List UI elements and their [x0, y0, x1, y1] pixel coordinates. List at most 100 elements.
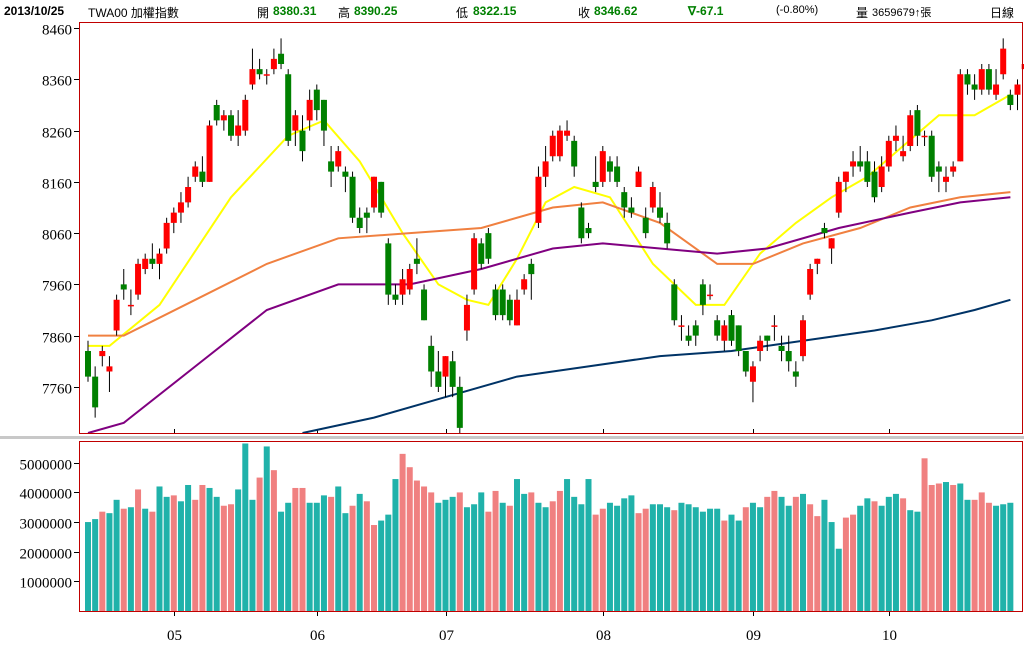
- candle: [971, 74, 978, 100]
- candle: [213, 99, 220, 126]
- candle-body: [120, 284, 127, 290]
- volume-bar: [263, 446, 270, 611]
- candle: [564, 120, 571, 141]
- volume-bar: [442, 499, 449, 611]
- candle: [699, 279, 706, 316]
- candle: [692, 320, 699, 346]
- volume-bar: [421, 486, 428, 611]
- volume-bar: [1007, 502, 1014, 611]
- volume-bar: [313, 502, 320, 611]
- candle-body: [392, 294, 399, 300]
- price-tick-label: 8060: [42, 228, 72, 244]
- candle-body: [435, 371, 442, 387]
- candle-body: [499, 289, 506, 316]
- candle-body: [699, 284, 706, 305]
- candle-body: [270, 58, 277, 70]
- candle-body: [614, 166, 621, 182]
- volume-bar: [492, 490, 499, 611]
- candle: [649, 181, 656, 213]
- volume-bar: [800, 493, 806, 611]
- candle-body: [228, 115, 234, 136]
- candle: [292, 110, 299, 146]
- candle: [306, 89, 313, 131]
- moving-average-lines: [87, 93, 1011, 434]
- volume-bar: [628, 495, 635, 611]
- candle-body: [993, 84, 1000, 95]
- candle: [950, 161, 957, 177]
- volume-tick-label: 5000000: [20, 458, 73, 474]
- candle-body: [549, 135, 556, 157]
- candle-body: [928, 135, 935, 177]
- high-label: 高: [338, 6, 351, 20]
- candle-body: [735, 325, 742, 351]
- candle-body: [192, 166, 199, 177]
- volume-bar: [749, 502, 756, 611]
- volume-bar: [578, 504, 585, 611]
- candle-body: [156, 253, 163, 264]
- volume-bar: [113, 499, 120, 611]
- candle-body: [764, 335, 771, 341]
- candle: [278, 38, 285, 70]
- candle: [628, 197, 635, 218]
- candle: [92, 366, 99, 418]
- volume-bar: [814, 516, 821, 611]
- candle: [599, 146, 606, 187]
- candle-body: [506, 299, 513, 321]
- candle-body: [306, 99, 313, 121]
- candle: [735, 325, 742, 357]
- candle-body: [892, 135, 899, 141]
- volume-bar: [127, 507, 134, 611]
- volume-bar: [413, 480, 420, 611]
- candle-body: [206, 125, 213, 182]
- candle: [135, 258, 142, 300]
- candle-body: [328, 161, 335, 172]
- volume-bar: [471, 504, 478, 611]
- candle: [778, 335, 785, 362]
- candle: [578, 202, 585, 244]
- volume-bar: [664, 507, 671, 611]
- candle-body: [485, 233, 492, 259]
- candle: [127, 289, 134, 316]
- volume-bar: [106, 513, 113, 611]
- candle: [685, 325, 692, 346]
- volume-bar: [542, 507, 549, 611]
- candle: [356, 207, 363, 234]
- candle-body: [263, 74, 270, 76]
- volume-bar: [699, 511, 706, 611]
- volume-bar: [392, 479, 399, 611]
- candle: [378, 181, 385, 218]
- price-tick-label: 7860: [42, 331, 72, 347]
- candle-body: [857, 161, 864, 167]
- candle: [928, 130, 935, 182]
- volume-bar: [292, 487, 299, 611]
- volume-bar: [914, 511, 921, 611]
- candle: [835, 176, 842, 218]
- axis-labels: 8460 8360 8260 8160 8060 7960 7860 7760 05 06 07 08…: [20, 23, 898, 645]
- candle-body: [814, 258, 821, 264]
- volume-bar: [792, 496, 799, 611]
- candle-body: [371, 176, 377, 208]
- date-tick-label: 10: [882, 628, 897, 644]
- volume-bar: [285, 502, 292, 611]
- price-panel-frame: [79, 22, 1023, 434]
- candle: [535, 166, 542, 228]
- candle: [120, 269, 127, 300]
- candle: [771, 315, 778, 341]
- candle-body: [185, 187, 192, 203]
- volume-bar: [92, 519, 99, 611]
- candle-body: [242, 99, 249, 131]
- volume-bar: [270, 470, 277, 611]
- candle-body: [177, 202, 184, 213]
- candle-body: [378, 181, 385, 213]
- candle-body: [749, 366, 756, 382]
- candle-body: [135, 263, 142, 295]
- candle-body: [249, 69, 256, 85]
- quote-header: 2013/10/25 TWA00 加權指數 開 8380.31 高 8390.2…: [0, 0, 1024, 22]
- candle: [371, 176, 377, 213]
- candle: [463, 294, 470, 341]
- candle-body: [99, 351, 106, 357]
- volume-bar: [649, 504, 656, 611]
- candle-body: [363, 212, 370, 218]
- volume-bar: [163, 496, 170, 611]
- candle-body: [142, 258, 149, 269]
